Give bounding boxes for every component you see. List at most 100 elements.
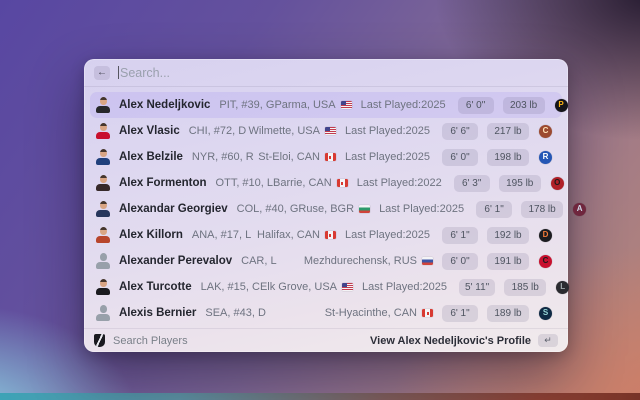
avatar-head: [99, 279, 107, 287]
search-players-window: ← Alex Nedeljkovic PIT, #39, G Parma, US…: [84, 59, 587, 352]
footer-bar: Search Players View Alex Nedeljkovic's P…: [84, 328, 568, 352]
player-row[interactable]: Alex Nedeljkovic PIT, #39, G Parma, USA …: [90, 92, 568, 118]
back-arrow-icon: ←: [97, 66, 107, 78]
player-row-right: Ruse, BGR Last Played:2025 6' 1" 178 lb …: [298, 200, 587, 218]
search-input[interactable]: [120, 65, 558, 80]
player-name: Alex Nedeljkovic: [119, 99, 211, 111]
last-played: Last Played:2022: [356, 177, 442, 189]
player-name: Alex Vlasic: [119, 125, 180, 137]
player-row[interactable]: Alex Vlasic CHI, #72, D Wilmette, USA La…: [90, 118, 562, 144]
player-birthplace: Mezhdurechensk, RUS: [303, 255, 417, 267]
height-badge: 6' 1": [442, 304, 478, 322]
footer-action[interactable]: View Alex Nedeljkovic's Profile ↵: [370, 334, 558, 347]
player-name: Alex Killorn: [119, 229, 183, 241]
player-row-right: Halifax, CAN Last Played:2025 6' 1" 192 …: [257, 226, 552, 244]
player-birthplace: Barrie, CAN: [273, 177, 332, 189]
player-row[interactable]: Alex Turcotte LAK, #15, C Elk Grove, USA…: [90, 274, 570, 300]
weight-badge: 217 lb: [487, 122, 529, 140]
avatar-body: [96, 106, 110, 113]
last-played: Last Played:2025: [379, 203, 465, 215]
height-badge: 6' 1": [476, 200, 513, 218]
player-row[interactable]: Alex Formenton OTT, #10, L Barrie, CAN L…: [90, 170, 564, 196]
footer-app-label: Search Players: [113, 334, 188, 347]
height-badge: 6' 1": [442, 226, 478, 244]
player-row-right: Parma, USA Last Played:2025 6' 0" 203 lb…: [274, 96, 568, 114]
last-played: Last Played:2025: [344, 125, 430, 137]
player-avatar: [96, 175, 110, 191]
birthplace-flag-icon: [340, 101, 352, 109]
player-details: CHI, #72, D: [188, 125, 247, 137]
last-played: Last Played:2025: [360, 99, 446, 111]
player-name: Alexandar Georgiev: [119, 203, 228, 215]
birthplace-flag-icon: [422, 309, 433, 317]
player-row-right: Barrie, CAN Last Played:2022 6' 3" 195 l…: [273, 174, 564, 192]
team-logo-icon: C: [539, 124, 552, 138]
height-badge: 6' 0": [442, 148, 478, 166]
team-logo-icon: S: [539, 306, 552, 320]
last-played: Last Played:2025: [362, 281, 448, 293]
height-badge: 5' 11": [459, 278, 496, 296]
weight-badge: 178 lb: [521, 200, 564, 218]
nhl-logo-icon: [94, 334, 105, 347]
player-birthplace: Ruse, BGR: [298, 203, 355, 215]
back-button[interactable]: ←: [94, 65, 110, 80]
player-details: NYR, #60, R: [191, 151, 254, 163]
weight-badge: 198 lb: [487, 148, 529, 166]
avatar-head: [99, 97, 107, 105]
player-row[interactable]: Alexandar Georgiev COL, #40, G Ruse, BGR…: [90, 196, 587, 222]
height-badge: 6' 3": [453, 174, 490, 192]
player-row[interactable]: Alex Belzile NYR, #60, R St-Eloi, CAN La…: [90, 144, 562, 170]
player-avatar: [96, 279, 110, 295]
weight-badge: 192 lb: [487, 226, 529, 244]
player-avatar: [96, 97, 110, 113]
player-name: Alex Turcotte: [119, 281, 192, 293]
player-list: Alex Nedeljkovic PIT, #39, G Parma, USA …: [84, 87, 587, 328]
avatar-head: [99, 253, 107, 261]
wallpaper-bottom-strip: [0, 393, 640, 400]
player-birthplace: St-Hyacinthe, CAN: [324, 307, 417, 319]
player-name: Alexander Perevalov: [119, 255, 233, 267]
footer-action-label: View Alex Nedeljkovic's Profile: [370, 334, 531, 347]
player-birthplace: Elk Grove, USA: [259, 281, 337, 293]
player-avatar: [96, 123, 110, 139]
avatar-head: [99, 227, 107, 235]
player-avatar: [96, 149, 110, 165]
weight-badge: 203 lb: [502, 96, 545, 114]
player-name: Alexis Bernier: [119, 307, 197, 319]
player-avatar: [96, 201, 110, 217]
search-bar: ←: [84, 59, 568, 87]
text-caret: [118, 66, 119, 79]
weight-badge: 191 lb: [487, 252, 529, 270]
last-played: Last Played:2025: [344, 151, 430, 163]
player-avatar: [96, 253, 110, 269]
last-played: Last Played:2025: [344, 229, 430, 241]
search-field-wrap: [118, 65, 558, 80]
weight-badge: 185 lb: [504, 278, 547, 296]
player-birthplace: St-Eloi, CAN: [258, 151, 320, 163]
player-details: COL, #40, G: [236, 203, 299, 215]
team-logo-icon: L: [556, 280, 570, 294]
birthplace-flag-icon: [324, 127, 336, 135]
player-row-right: St-Eloi, CAN Last Played:2025 6' 0" 198 …: [258, 148, 552, 166]
avatar-head: [99, 123, 107, 131]
weight-badge: 195 lb: [498, 174, 541, 192]
player-row[interactable]: Alexander Perevalov CAR, L Mezhdurechens…: [90, 248, 562, 274]
avatar-head: [99, 201, 107, 209]
avatar-head: [99, 149, 107, 157]
player-details: LAK, #15, C: [200, 281, 260, 293]
player-row-right: Elk Grove, USA Last Played:2025 5' 11" 1…: [259, 278, 570, 296]
player-birthplace: Parma, USA: [274, 99, 336, 111]
team-logo-icon: P: [554, 98, 568, 112]
player-row-right: St-Hyacinthe, CAN 6' 1" 189 lb S: [324, 304, 552, 322]
team-logo-icon: C: [539, 254, 552, 268]
player-row-right: Wilmette, USA Last Played:2025 6' 6" 217…: [248, 122, 552, 140]
avatar-body: [96, 184, 110, 191]
birthplace-flag-icon: [422, 257, 433, 265]
team-logo-icon: R: [539, 150, 552, 164]
player-row[interactable]: Alexis Bernier SEA, #43, D St-Hyacinthe,…: [90, 300, 562, 326]
player-details: OTT, #10, L: [215, 177, 274, 189]
player-row[interactable]: Alex Killorn ANA, #17, L Halifax, CAN La…: [90, 222, 562, 248]
avatar-body: [96, 262, 110, 269]
player-details: PIT, #39, G: [219, 99, 275, 111]
birthplace-flag-icon: [359, 205, 371, 213]
